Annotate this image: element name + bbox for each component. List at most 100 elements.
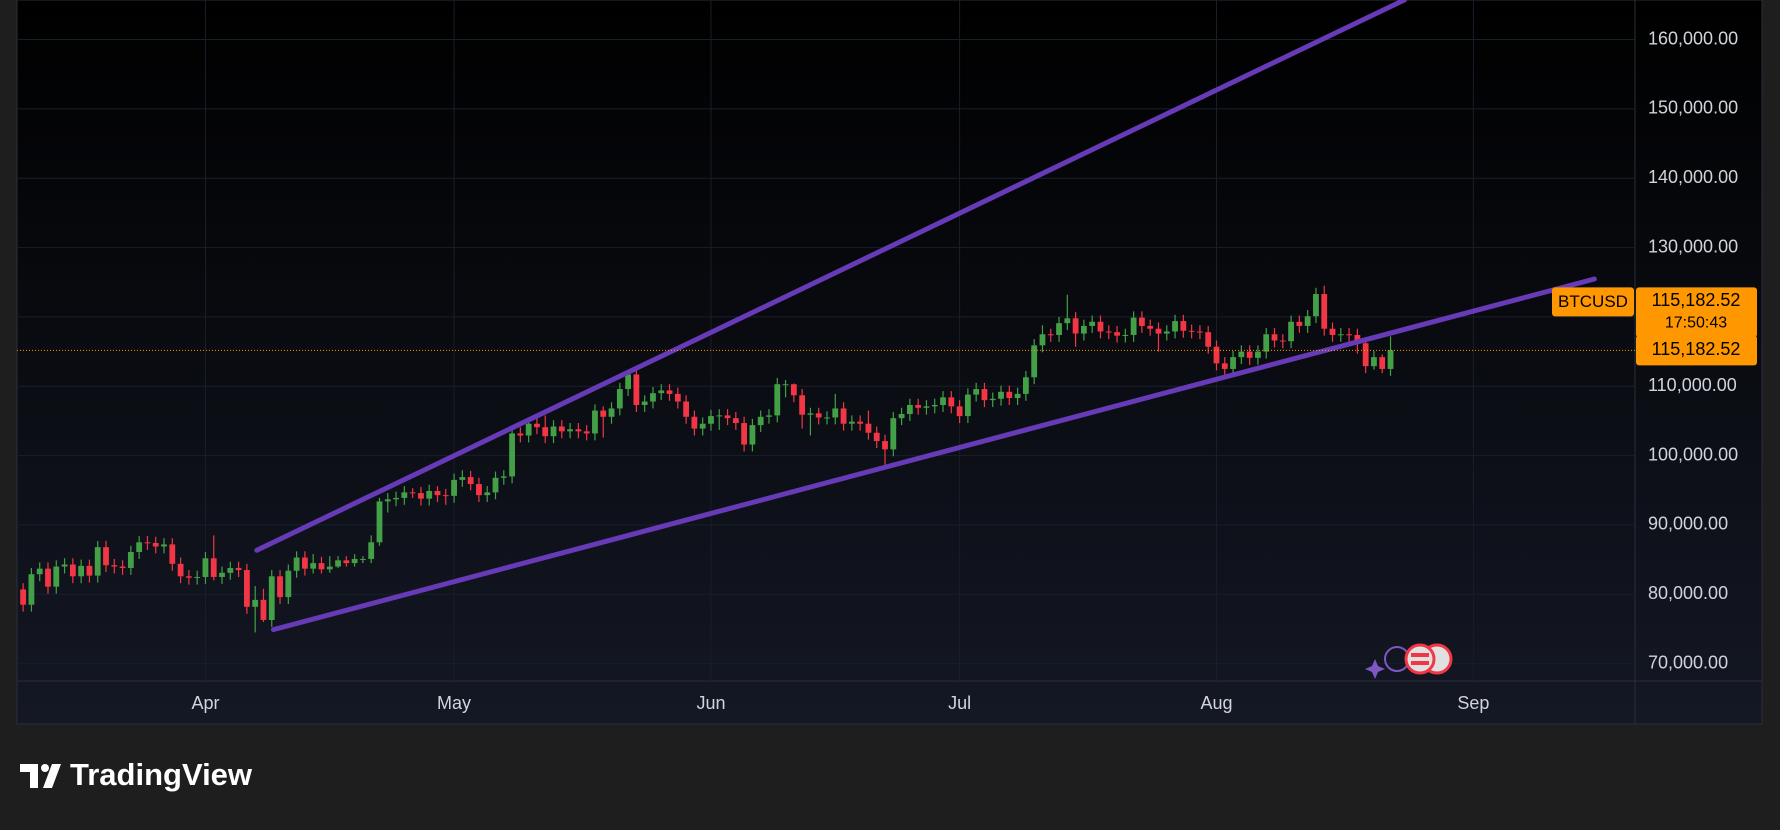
candle-body [260, 599, 267, 620]
candle-body [1246, 351, 1253, 358]
event-icon [1365, 659, 1385, 679]
candle-body [1130, 317, 1137, 335]
candle-body [509, 433, 515, 477]
candle-body [741, 423, 748, 445]
candle-body [293, 557, 300, 571]
x-tick-label: May [437, 693, 471, 713]
candle-body [1279, 340, 1286, 342]
candle-body [708, 416, 714, 424]
candle-body [716, 415, 723, 417]
candle-body [1080, 325, 1087, 334]
y-tick-label: 130,000.00 [1648, 236, 1738, 256]
candle-body [326, 566, 333, 570]
candle-body [409, 492, 416, 494]
candle-body [1346, 334, 1352, 336]
candle-body [981, 389, 988, 401]
candle-body [633, 374, 640, 405]
candle-body [219, 572, 225, 577]
candle-body [69, 564, 76, 577]
candle-body [376, 501, 383, 543]
candle-body [318, 563, 325, 570]
candle-body [1354, 334, 1361, 344]
candle-body [1122, 334, 1129, 336]
y-tick-label: 150,000.00 [1648, 98, 1738, 118]
candle-body [998, 391, 1004, 399]
event-icon [1411, 661, 1429, 665]
axis-labels: 70,000.00 80,000.00 90,000.00 100,000.00 110… [191, 28, 1757, 713]
candle-body [1304, 316, 1311, 326]
candle-body [1064, 318, 1071, 324]
candle-body [1362, 343, 1369, 367]
candle-body [492, 477, 499, 493]
candle-body [882, 441, 888, 450]
candle-body [393, 497, 399, 500]
candle-body [467, 477, 474, 485]
candle-body [235, 567, 242, 571]
candle-body [500, 476, 507, 478]
candle-body [848, 421, 855, 424]
candle-body [1255, 351, 1261, 358]
trendline [254, 0, 1408, 553]
x-tick-label: Aug [1200, 693, 1232, 713]
y-tick-label: 160,000.00 [1648, 28, 1738, 48]
candle-body [989, 398, 996, 401]
candle-body [94, 547, 101, 576]
candle-body [268, 576, 275, 620]
candle-body [782, 384, 789, 386]
candle-body [600, 410, 607, 417]
price-scale-label-box [1636, 335, 1757, 366]
symbol-label-box [1552, 287, 1634, 317]
x-tick-label: Jul [948, 693, 971, 713]
candle-body [1155, 328, 1162, 334]
candle-body [1039, 334, 1046, 346]
countdown-label: 17:50:43 [1665, 315, 1727, 332]
candle-body [757, 416, 764, 426]
candle-body [790, 384, 797, 396]
candle-body [1263, 334, 1270, 352]
candle-body [517, 433, 524, 436]
candle-body [1147, 325, 1154, 329]
candle-body [1197, 331, 1203, 333]
candle-body [434, 490, 441, 496]
candle-body [368, 542, 375, 559]
candle-body [608, 408, 615, 417]
candle-body [136, 542, 143, 553]
candle-body [1271, 334, 1278, 341]
candle-body [691, 416, 698, 429]
candle-body [1387, 350, 1394, 369]
candle-body [915, 404, 922, 408]
candle-body [459, 477, 466, 480]
candle-body [1089, 321, 1096, 326]
candle-body [906, 404, 913, 415]
candle-body [1379, 357, 1386, 369]
candle-body [749, 425, 756, 445]
logo-mark [41, 764, 49, 772]
candle-body [20, 589, 27, 605]
candle-body [119, 566, 126, 568]
candle-body [1056, 323, 1062, 335]
candle-body [1006, 391, 1013, 399]
candle-body [426, 490, 433, 499]
candle-body [857, 421, 864, 424]
y-tick-label: 90,000.00 [1648, 514, 1728, 534]
candle-body [310, 563, 317, 569]
candle-body [36, 568, 43, 575]
candle-body [1163, 331, 1170, 334]
candle-body [890, 418, 897, 450]
candle-body [674, 393, 681, 402]
candle-body [243, 570, 250, 607]
candle-body [1213, 346, 1220, 364]
candle-body [418, 493, 424, 499]
candle-body [127, 552, 134, 568]
candle-body [567, 429, 573, 432]
candle-body [699, 423, 706, 429]
candle-body [658, 390, 665, 394]
candle-body [832, 408, 839, 418]
price-scale-label: 115,182.52 [1652, 339, 1741, 359]
brand: TradingView [70, 757, 253, 792]
candle-body [1230, 357, 1236, 369]
candle-body [1313, 294, 1319, 317]
y-tick-label: 70,000.00 [1648, 652, 1728, 672]
candle-body [683, 401, 690, 417]
